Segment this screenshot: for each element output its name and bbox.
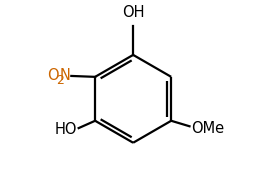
Text: HO: HO — [54, 122, 77, 137]
Text: O: O — [47, 68, 59, 83]
Text: OMe: OMe — [191, 121, 225, 136]
Text: OH: OH — [122, 5, 145, 20]
Text: 2: 2 — [56, 74, 64, 87]
Text: N: N — [60, 68, 70, 83]
